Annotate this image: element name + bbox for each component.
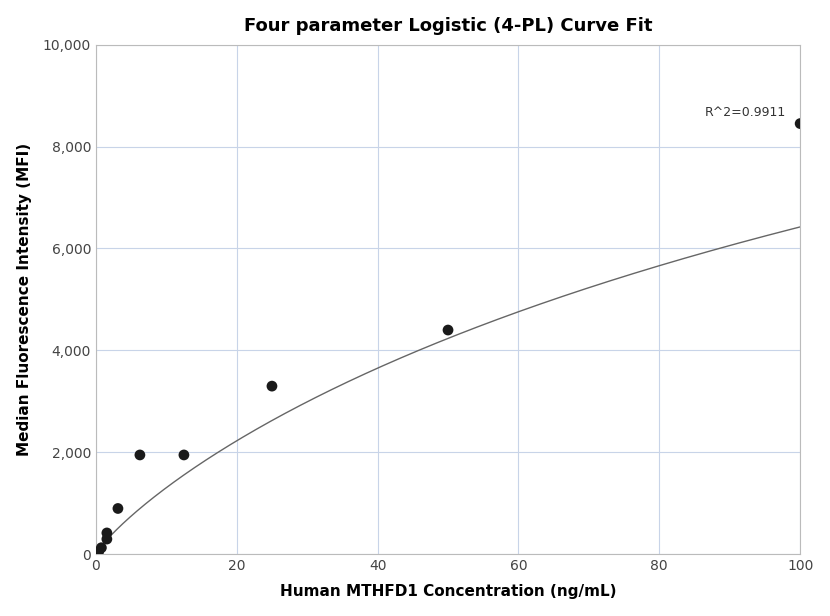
X-axis label: Human MTHFD1 Concentration (ng/mL): Human MTHFD1 Concentration (ng/mL) [280,585,616,599]
Point [178,450,191,460]
Point [266,381,279,391]
Point [793,119,807,129]
Point [100,528,114,538]
Point [134,450,147,460]
Point [111,503,124,513]
Text: R^2=0.9911: R^2=0.9911 [705,106,786,119]
Y-axis label: Median Fluorescence Intensity (MFI): Median Fluorescence Intensity (MFI) [17,143,32,456]
Point [95,543,108,553]
Point [92,547,105,557]
Title: Four parameter Logistic (4-PL) Curve Fit: Four parameter Logistic (4-PL) Curve Fit [244,17,652,34]
Point [442,325,455,335]
Point [100,534,114,544]
